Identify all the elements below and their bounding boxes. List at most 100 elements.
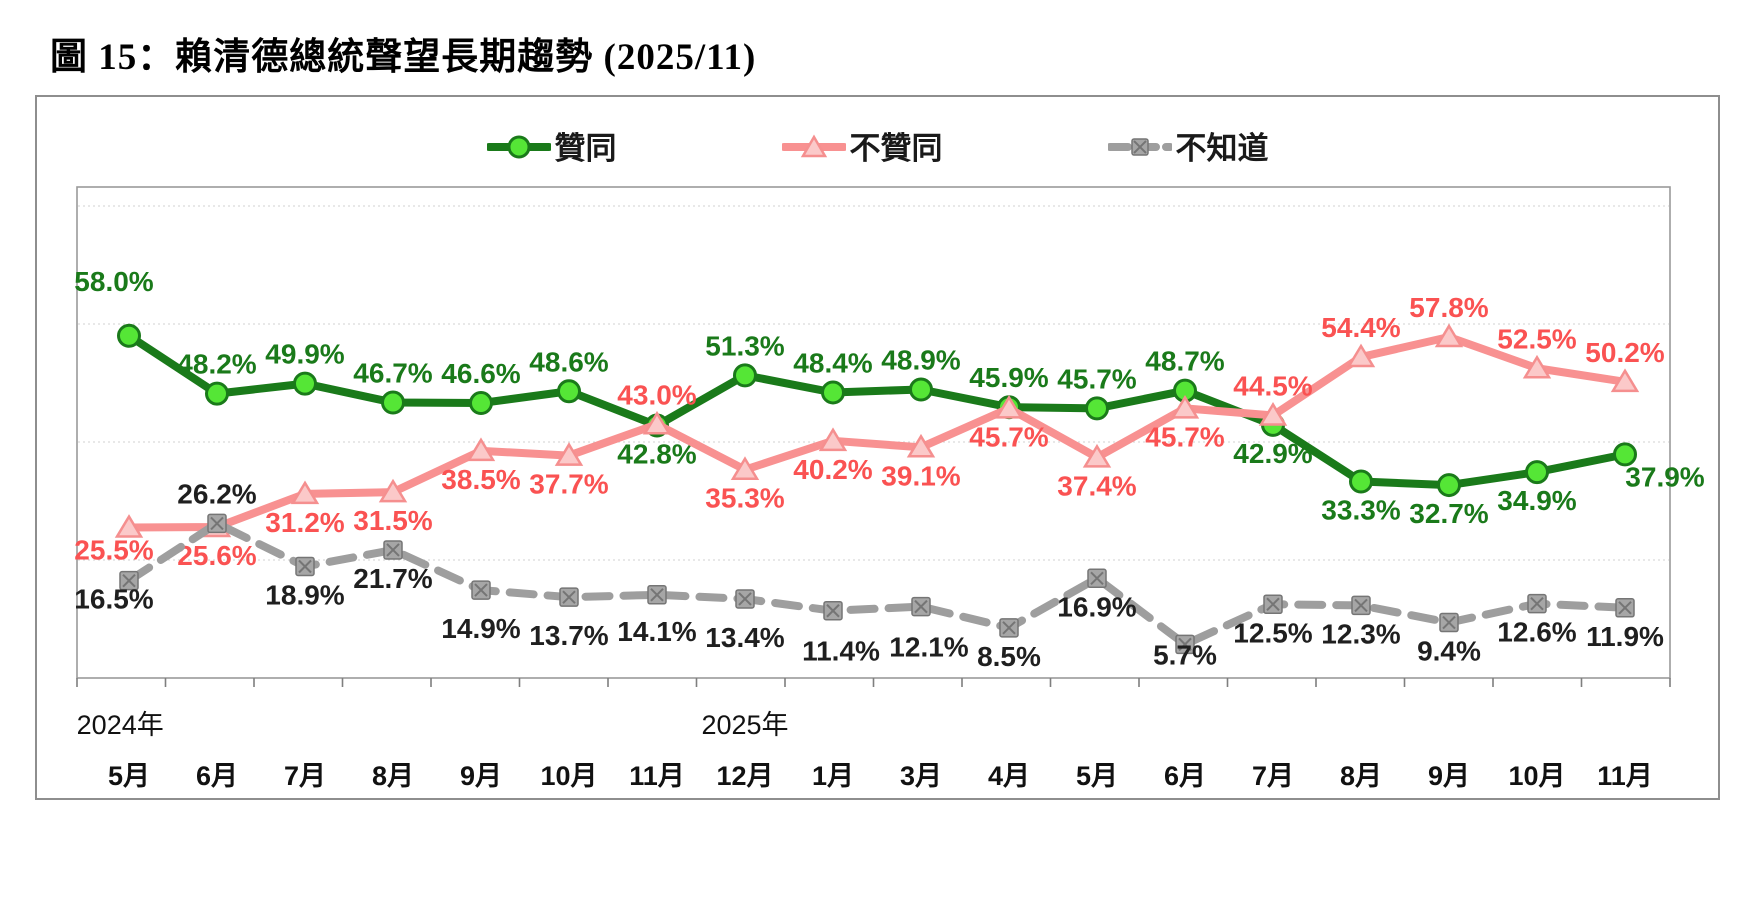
month-label: 5月: [108, 761, 150, 791]
data-point-circle: [1349, 469, 1373, 494]
data-point-circle: [293, 371, 317, 396]
data-label: 31.5%: [353, 505, 432, 536]
month-label: 1月: [812, 761, 854, 791]
series-labels-dontknow: 16.5% 26.2% 18.9% 21.7% 14.9% 13.7% 14.1% 13.4%…: [74, 478, 1664, 671]
data-point-circle: [821, 380, 845, 405]
data-label: 37.7%: [529, 469, 608, 500]
data-point-triangle: [1082, 443, 1112, 468]
data-label: 45.9%: [969, 362, 1048, 393]
data-label: 37.4%: [1057, 470, 1136, 501]
data-label: 9.4%: [1417, 636, 1481, 667]
data-point-triangle: [1346, 343, 1376, 368]
data-label: 12.3%: [1321, 618, 1400, 649]
month-label: 8月: [372, 761, 414, 791]
data-point-triangle: [1258, 402, 1288, 426]
series-line-dontknow: [125, 519, 1629, 649]
data-label: 25.6%: [177, 540, 256, 571]
data-point-triangle: [378, 478, 408, 503]
data-label: 49.9%: [265, 339, 344, 370]
data-label: 26.2%: [177, 478, 256, 509]
data-point-triangle: [1610, 368, 1640, 393]
month-label: 11月: [629, 761, 685, 791]
data-label: 13.4%: [705, 622, 784, 653]
data-point-circle: [381, 390, 405, 415]
data-label: 45.7%: [1057, 363, 1136, 394]
data-label: 48.7%: [1145, 346, 1224, 377]
month-label: 4月: [988, 761, 1030, 791]
data-point-triangle: [1434, 323, 1464, 348]
series-labels-disapprove: 25.5% 25.6% 31.2% 31.5% 38.5% 37.7% 43.0% 35.3%…: [74, 292, 1664, 571]
data-label: 11.9%: [1586, 621, 1664, 652]
data-label: 52.5%: [1497, 323, 1576, 354]
x-axis-ticks: [76, 678, 1671, 687]
data-label: 18.9%: [265, 579, 344, 610]
series-labels-approve: 58.0% 48.2% 49.9% 46.7% 46.6% 48.6% 42.8% 51.3%…: [74, 266, 1704, 529]
data-label: 11.4%: [802, 636, 880, 667]
data-point-triangle: [730, 456, 760, 480]
data-point-circle: [1613, 442, 1637, 467]
data-point-triangle: [642, 410, 672, 435]
legend-marker-square-x-icon: [1107, 137, 1172, 156]
data-label: 46.7%: [353, 357, 432, 388]
data-label: 38.5%: [441, 464, 520, 495]
data-point-triangle: [818, 427, 848, 452]
x-axis-month-labels: 5月 6月 7月 8月 9月 10月 11月 12月 1月 3月 4月 5月 6月 7月 8月 9月 10月 11…: [108, 761, 1653, 791]
data-label: 51.3%: [705, 330, 784, 361]
data-label: 34.9%: [1497, 485, 1576, 516]
data-label: 16.5%: [74, 584, 153, 615]
data-label: 40.2%: [793, 454, 872, 485]
series-dontknow: [119, 513, 1635, 655]
series-line-approve: [125, 331, 1629, 490]
month-label: 9月: [460, 761, 502, 791]
data-label: 37.9%: [1625, 461, 1704, 492]
legend-label: 不贊同: [849, 131, 943, 166]
data-label: 48.9%: [881, 344, 960, 375]
data-label: 39.1%: [881, 460, 960, 491]
month-label: 7月: [284, 761, 326, 791]
data-point-triangle: [1170, 394, 1200, 419]
data-label: 31.2%: [265, 507, 344, 538]
data-label: 12.6%: [1497, 617, 1576, 648]
data-label: 32.7%: [1409, 498, 1488, 529]
data-label: 5.7%: [1153, 639, 1217, 670]
month-label: 12月: [716, 761, 773, 791]
data-label: 21.7%: [353, 563, 432, 594]
month-label: 6月: [196, 761, 238, 791]
data-point-circle: [1437, 473, 1461, 498]
month-label: 9月: [1428, 761, 1470, 791]
trend-line-chart: 58.0% 48.2% 49.9% 46.7% 46.6% 48.6% 42.8% 51.3%…: [74, 186, 1705, 791]
legend-item-dontknow: 不知道: [1107, 123, 1269, 168]
data-point-triangle: [466, 437, 496, 462]
data-point-circle: [1085, 396, 1109, 421]
data-point-circle: [909, 377, 933, 402]
data-label: 42.8%: [617, 438, 696, 469]
data-point-circle: [557, 379, 581, 404]
month-label: 11月: [1597, 761, 1653, 791]
data-label: 42.9%: [1233, 438, 1312, 469]
series-line-disapprove: [125, 332, 1629, 532]
data-point-circle: [117, 323, 141, 348]
legend-marker-triangle-icon: [781, 134, 846, 157]
legend-item-disapprove: 不贊同: [781, 123, 943, 168]
data-label: 14.1%: [617, 616, 696, 647]
data-label: 45.7%: [969, 421, 1048, 452]
data-point-circle: [469, 391, 493, 416]
data-point-triangle: [906, 433, 936, 458]
data-point-circle: [1525, 460, 1549, 485]
data-point-triangle: [1522, 354, 1552, 379]
month-label: 3月: [900, 761, 942, 791]
data-label: 12.1%: [889, 632, 968, 663]
data-point-circle: [205, 381, 229, 406]
series-approve: [117, 323, 1637, 498]
data-label: 50.2%: [1585, 337, 1664, 368]
data-label: 48.4%: [793, 347, 872, 378]
data-label: 8.5%: [977, 641, 1041, 672]
data-label: 46.6%: [441, 358, 520, 389]
year-label: 2025年: [701, 710, 788, 740]
month-label: 8月: [1340, 761, 1382, 791]
data-point-triangle: [994, 394, 1024, 419]
data-label: 58.0%: [74, 266, 153, 297]
data-label: 45.7%: [1145, 421, 1224, 452]
month-label: 5月: [1076, 761, 1118, 791]
